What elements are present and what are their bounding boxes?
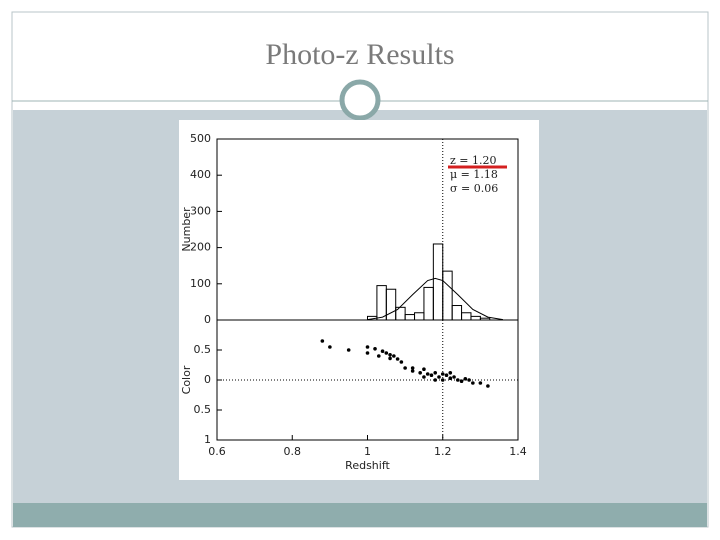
x-tick-label: 1.2 — [434, 445, 452, 458]
scatter-point — [456, 378, 460, 382]
scatter-point — [448, 376, 453, 381]
y-tick-label: 500 — [190, 132, 211, 145]
scatter-point — [410, 366, 415, 370]
scatter-point — [388, 356, 392, 361]
scatter-point — [486, 384, 490, 388]
y-tick-label: 0 — [204, 373, 211, 386]
scatter-point — [433, 371, 438, 375]
scatter-point — [444, 373, 449, 378]
x-axis-label: Redshift — [345, 459, 390, 472]
y-axis-label: Color — [180, 365, 193, 394]
scatter-point — [467, 378, 471, 382]
scatter-point — [373, 347, 377, 351]
y-tick-label: 100 — [190, 277, 211, 290]
annotation: μ = 1.18 — [450, 168, 498, 181]
x-tick-label: 0.6 — [208, 445, 226, 458]
x-tick-label: 0.8 — [284, 445, 302, 458]
scatter-point — [471, 381, 475, 385]
y-tick-label: 1 — [204, 433, 211, 446]
scatter-point — [448, 371, 453, 375]
x-tick-label: 1.4 — [509, 445, 527, 458]
scatter-point — [429, 373, 434, 378]
scatter-point — [403, 366, 407, 370]
scatter-point — [346, 348, 351, 352]
x-tick-label: 1 — [364, 445, 371, 458]
annotation: σ = 0.06 — [450, 182, 498, 195]
scatter-point — [384, 351, 389, 355]
y-tick-label: 300 — [190, 204, 211, 217]
scatter-point — [380, 349, 385, 354]
scatter-point — [437, 375, 441, 379]
scatter-point — [433, 378, 438, 382]
scatter-point — [440, 378, 445, 382]
scatter-point — [418, 371, 422, 375]
y-tick-label: 400 — [190, 168, 211, 181]
scatter-point — [425, 372, 430, 376]
y-tick-label: 0.5 — [194, 403, 212, 416]
y-tick-label: 0.5 — [194, 343, 212, 356]
footer-band — [13, 503, 707, 527]
scatter-point — [459, 379, 464, 384]
slide-title: Photo-z Results — [265, 38, 454, 71]
scatter-point — [365, 351, 370, 355]
scatter-point — [440, 372, 445, 376]
scatter-point — [463, 377, 468, 381]
scatter-point — [328, 345, 332, 349]
scatter-point — [478, 381, 483, 385]
scatter-point — [320, 339, 325, 343]
chart-image — [179, 120, 539, 480]
scatter-point — [365, 345, 370, 349]
y-axis-label: Number — [180, 207, 193, 252]
scatter-point — [422, 367, 426, 372]
scatter-point — [452, 375, 456, 379]
y-tick-label: 0 — [204, 313, 211, 326]
scatter-point — [399, 360, 404, 364]
ornament — [339, 79, 381, 121]
scatter-point — [392, 354, 396, 358]
scatter-point — [395, 357, 400, 361]
fit-curve — [367, 277, 504, 321]
annotation: z = 1.20 — [450, 154, 497, 167]
scatter-point — [410, 369, 415, 373]
scatter-point — [422, 375, 426, 379]
scatter-point — [388, 353, 392, 357]
scatter-point — [376, 354, 381, 358]
y-tick-label: 200 — [190, 241, 211, 254]
